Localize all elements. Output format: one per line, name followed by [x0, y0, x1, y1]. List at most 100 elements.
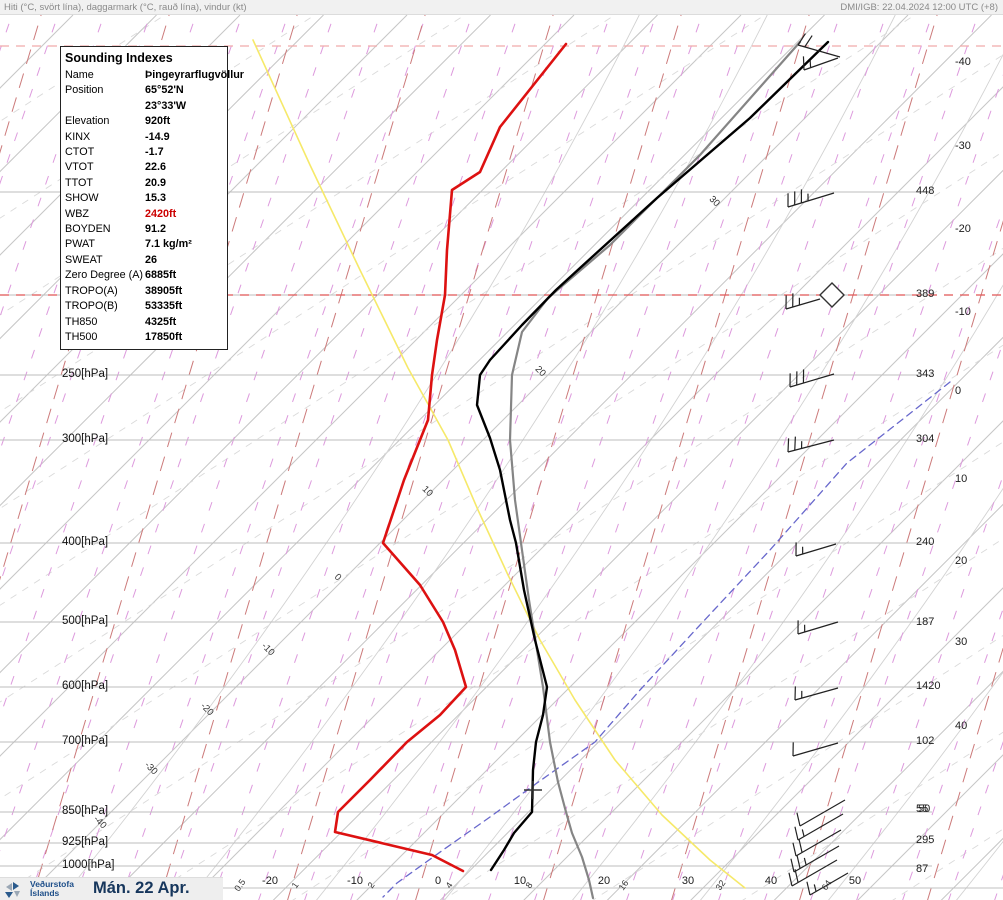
right-height-label: 55 [916, 803, 929, 815]
index-row: TROPO(A) 38905ft [65, 284, 223, 299]
gridline-isotherm-minor-red [159, 14, 426, 900]
org-name: Veðurstofa Íslands [30, 879, 74, 898]
right-isotherm-label: 50 [918, 803, 931, 815]
gridline-mixing-ratio [994, 874, 1003, 900]
gridline-mixing-ratio [626, 14, 933, 900]
gridline-isotherm-minor-red [31, 14, 298, 900]
index-row: SWEAT 26 [65, 253, 223, 268]
wind-barb [794, 686, 839, 701]
sounding-indexes-box: Sounding Indexes Name Þingeyrarflugvöllur… [60, 46, 244, 351]
footer-bar: Veðurstofa Íslands Mán. 22 Apr. 20:00 [0, 877, 223, 900]
right-height-label: 304 [916, 433, 935, 445]
right-height-label: 87 [916, 863, 929, 875]
wind-barb [797, 620, 839, 635]
index-row: Elevation 920ft [65, 114, 223, 129]
index-value: 6885ft [145, 269, 177, 282]
right-isotherm-label: -30 [955, 140, 971, 152]
bottom-temp-tick-label: 10 [513, 875, 527, 887]
index-value: 2420ft [145, 207, 177, 220]
gridline-mixing-ratio [304, 14, 611, 900]
gridline-isotherm-minor-red [671, 14, 938, 900]
wind-barb [787, 189, 835, 208]
reference-blue-dashed-curve [382, 381, 951, 898]
index-row: SHOW 15.3 [65, 191, 223, 206]
pressure-axis-label: 500[hPa] [62, 615, 109, 627]
gridline-isotherms [690, 587, 1003, 900]
pressure-axis-label: 1000[hPa] [62, 859, 115, 871]
gridline-mixing-ratio [580, 14, 887, 900]
right-height-label: 187 [916, 616, 935, 628]
gridline-moist-adiabats [0, 151, 1003, 800]
right-isotherm-label: 10 [955, 473, 968, 485]
gridline-moist-adiabats [142, 344, 1003, 900]
bottom-temp-tick-label: 40 [764, 875, 778, 887]
gridline-isotherm-minor-red [415, 14, 682, 900]
wind-barb [802, 56, 839, 71]
wind-barb [787, 436, 835, 453]
wind-barb [792, 742, 839, 757]
gridline-mixing-ratio [534, 14, 841, 900]
right-height-label: 343 [916, 368, 935, 380]
pressure-axis-label: 250[hPa] [62, 368, 109, 380]
gridline-isotherm-minor-red [543, 14, 810, 900]
gridline-isotherms [0, 14, 491, 507]
gridline-isotherms [0, 14, 408, 423]
gridline-moist-adiabats [0, 14, 466, 316]
gridline-mixing-ratio [350, 14, 657, 900]
gridline-mixing-ratio [810, 341, 1003, 900]
gridline-mixing-ratio [902, 607, 1003, 900]
gridline-moist-adiabats [0, 14, 766, 509]
wind-barb [788, 859, 838, 887]
index-label: TROPO(B) [65, 300, 118, 313]
wind-barb [795, 542, 837, 557]
bottom-temp-tick-label: 0 [434, 875, 442, 887]
gridline-isotherms [940, 837, 1003, 900]
index-label: TH850 [65, 315, 98, 328]
index-label: TTOT [65, 176, 93, 189]
index-value: Þingeyrarflugvöllur [145, 69, 244, 81]
gridline-isotherm-minor-red [0, 14, 170, 581]
header-legend: Hiti (°C, svört lína), daggarmark (°C, r… [4, 2, 247, 13]
index-row: PWAT 7.1 kg/m² [65, 237, 223, 252]
right-height-label: 389 [916, 288, 935, 300]
gridline-isotherms [606, 503, 1003, 900]
right-isotherm-label: -20 [955, 223, 971, 235]
right-height-label: 448 [916, 185, 935, 197]
index-label: Name [65, 69, 94, 81]
sounding-indexes-title: Sounding Indexes [65, 51, 173, 65]
gridline-isotherm-minor-red [0, 14, 42, 154]
gridline-mixing-ratio [212, 14, 519, 900]
index-value: 17850ft [145, 330, 183, 343]
index-row: TTOT 20.9 [65, 176, 223, 191]
right-height-label: 240 [916, 536, 935, 548]
index-row: Name Þingeyrarflugvöllur [65, 68, 244, 83]
wind-barb [789, 369, 835, 388]
wind-barb [806, 872, 849, 896]
gridline-isotherms [0, 14, 157, 173]
index-label: WBZ [65, 207, 89, 220]
wind-barb [792, 829, 842, 857]
index-value: 920ft [145, 115, 171, 128]
index-label: SWEAT [65, 253, 103, 266]
index-label: Zero Degree (A) [65, 269, 144, 282]
gridline-moist-adiabats [292, 441, 1003, 900]
index-label: TH500 [65, 330, 98, 343]
right-isotherm-label: -10 [955, 306, 971, 318]
index-label: SHOW [65, 192, 99, 205]
index-value: 4325ft [145, 315, 177, 328]
gridline-mixing-ratio [0, 14, 13, 52]
index-label: VTOT [65, 161, 94, 174]
index-label: Elevation [65, 115, 110, 128]
index-value: 53335ft [145, 300, 183, 313]
right-isotherm-label: -40 [955, 56, 971, 68]
gridline-isotherms [356, 253, 1003, 900]
gridline-isotherms [0, 14, 825, 841]
index-label: CTOT [65, 146, 95, 159]
bottom-temp-tick-label: -20 [262, 875, 278, 887]
gridline-mixing-ratio [442, 14, 749, 900]
gridline-isotherms [773, 670, 1003, 900]
dewpoint-curve [333, 42, 568, 873]
temperature-curve [475, 40, 830, 872]
gridline-isotherms [439, 336, 1003, 900]
